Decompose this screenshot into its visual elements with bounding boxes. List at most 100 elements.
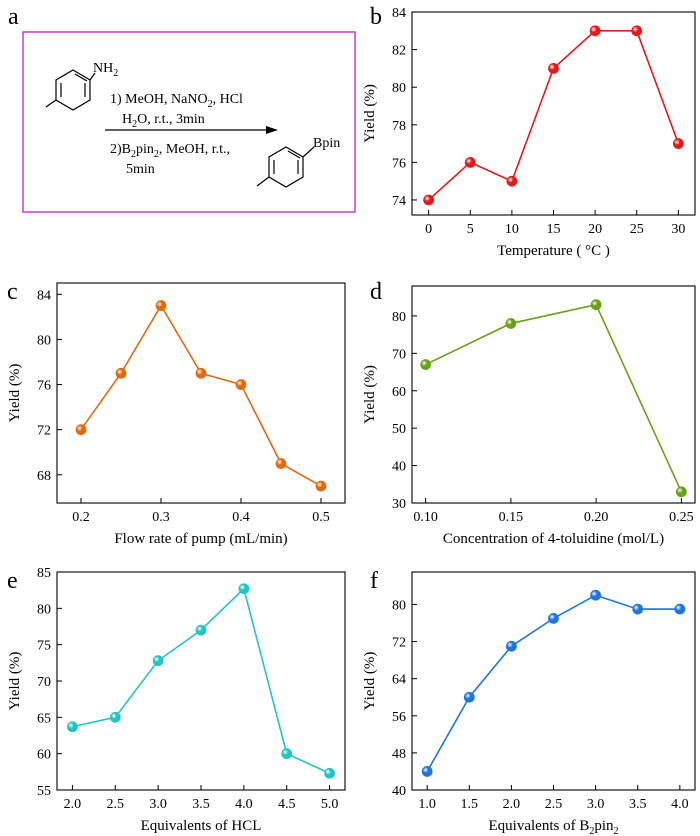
y-axis-label: Yield (%): [7, 652, 23, 711]
y-tick-label: 68: [37, 469, 51, 484]
y-tick-label: 50: [392, 422, 406, 437]
y-axis-label: Yield (%): [7, 364, 23, 423]
data-point: [463, 691, 475, 703]
series-line: [425, 303, 683, 493]
data-point: [238, 583, 250, 595]
data-point: [115, 367, 127, 379]
data-point: [423, 194, 435, 206]
plot-frame: [56, 282, 346, 504]
series-line: [428, 29, 680, 201]
x-tick-label: 4.0: [235, 797, 253, 812]
data-point: [675, 486, 687, 498]
x-tick-label: 0.15: [499, 510, 524, 525]
data-point: [505, 318, 517, 329]
data-point: [195, 624, 207, 636]
panel-letter-b: b: [370, 4, 382, 30]
chart-panel-d: d 0.10 0.15 0.20 0.25 30 40 50 60 70 80 Concentrati…: [362, 279, 696, 547]
data-point: [505, 640, 517, 652]
data-point: [420, 359, 432, 370]
data-point: [195, 367, 207, 379]
x-tick-label: 5.0: [321, 797, 339, 812]
data-point: [67, 721, 78, 733]
series-line: [80, 303, 322, 487]
amine-label: NH2: [93, 61, 118, 79]
y-tick-label: 40: [392, 460, 406, 475]
x-tick-label: 20: [588, 222, 602, 237]
x-tick-label: 0.20: [584, 510, 609, 525]
data-point: [589, 25, 601, 37]
data-point: [548, 62, 559, 74]
data-point: [464, 156, 476, 168]
y-tick-label: 80: [392, 81, 406, 96]
data-point: [109, 711, 121, 723]
x-tick-label: 2.5: [545, 797, 563, 812]
plot-frame: [411, 285, 696, 504]
data-point: [506, 175, 518, 187]
x-tick-label: 30: [671, 222, 685, 237]
y-axis-label: Yield (%): [362, 652, 378, 711]
y-tick-label: 65: [37, 711, 51, 726]
x-tick-label: 1.0: [418, 797, 436, 812]
y-tick-label: 72: [392, 636, 406, 651]
plot-frame: [56, 571, 346, 791]
x-tick-label: 2.0: [503, 797, 521, 812]
chart-panel-f: f 1.0 1.5 2.0 2.5 3.0 3.5 4.0 40 48 56 64 72 80 Equiva…: [362, 568, 696, 836]
panel-a: a NH2 1) MeOH, NaNO2, HCl H2O, r.t., 3mi…: [8, 4, 356, 213]
panel-letter-a: a: [8, 4, 19, 30]
x-tick-label: 10: [505, 222, 519, 237]
condition-line-3: 2)B2pin2, MeOH, r.t.,: [110, 142, 230, 160]
x-axis-label: Temperature ( °C ): [497, 243, 610, 259]
panel-letter-f: f: [370, 568, 378, 594]
plot-frame: [411, 571, 696, 791]
y-tick-label: 75: [37, 639, 51, 654]
data-point: [275, 458, 287, 469]
y-tick-label: 76: [37, 379, 51, 394]
x-tick-label: 0: [425, 222, 432, 237]
condition-line-2: H2O, r.t., 3min: [122, 112, 205, 130]
x-tick-label: 15: [547, 222, 561, 237]
data-point: [590, 589, 602, 601]
data-point: [674, 603, 686, 615]
chart-panel-c: c 0.2 0.3 0.4 0.5 68 72 76 80 84 Flow rate of pump…: [7, 279, 346, 547]
x-tick-label: 0.10: [413, 510, 438, 525]
y-tick-label: 80: [392, 598, 406, 613]
y-tick-label: 76: [392, 156, 406, 171]
x-tick-label: 3.0: [587, 797, 605, 812]
bpin-label: Bpin: [313, 136, 340, 151]
x-tick-label: 3.5: [192, 797, 210, 812]
panel-letter-d: d: [370, 279, 382, 305]
y-tick-label: 80: [392, 310, 406, 325]
condition-line-4: 5min: [126, 162, 155, 177]
y-tick-label: 60: [37, 748, 51, 763]
data-point: [672, 138, 684, 149]
data-point: [631, 25, 643, 37]
data-point: [155, 300, 167, 311]
charts-group: b 0 5 10 15 20 25 30 74 76 78 80 82 84 Temperature ( °…: [7, 4, 696, 836]
panel-letter-e: e: [7, 568, 18, 594]
y-tick-label: 70: [392, 347, 406, 362]
x-axis-label: Concentration of 4-toluidine (mol/L): [443, 531, 664, 547]
y-tick-label: 60: [392, 385, 406, 400]
y-tick-label: 56: [392, 710, 406, 725]
x-tick-label: 1.5: [461, 797, 479, 812]
y-tick-label: 40: [392, 784, 406, 799]
data-point: [548, 612, 559, 624]
product-structure: [256, 146, 315, 188]
y-tick-label: 78: [392, 119, 406, 134]
scheme-border: [22, 31, 356, 213]
x-tick-label: 5: [467, 222, 474, 237]
data-point: [152, 655, 164, 667]
series-line: [72, 587, 330, 775]
y-tick-label: 48: [392, 747, 406, 762]
chart-panel-b: b 0 5 10 15 20 25 30 74 76 78 80 82 84 Temperature ( °…: [362, 4, 696, 259]
data-point: [281, 748, 293, 760]
y-axis-label: Yield (%): [362, 84, 378, 143]
toluidine-structure: [45, 69, 96, 111]
x-tick-label: 4.5: [278, 797, 296, 812]
chart-panel-e: e 2.0 2.5 3.0 3.5 4.0 4.5 5.0 55 60 65 70 75 80 85 Equi…: [7, 566, 346, 834]
y-tick-label: 74: [392, 194, 406, 209]
y-tick-label: 80: [37, 602, 51, 617]
data-point: [590, 299, 602, 311]
y-tick-label: 64: [392, 673, 406, 688]
